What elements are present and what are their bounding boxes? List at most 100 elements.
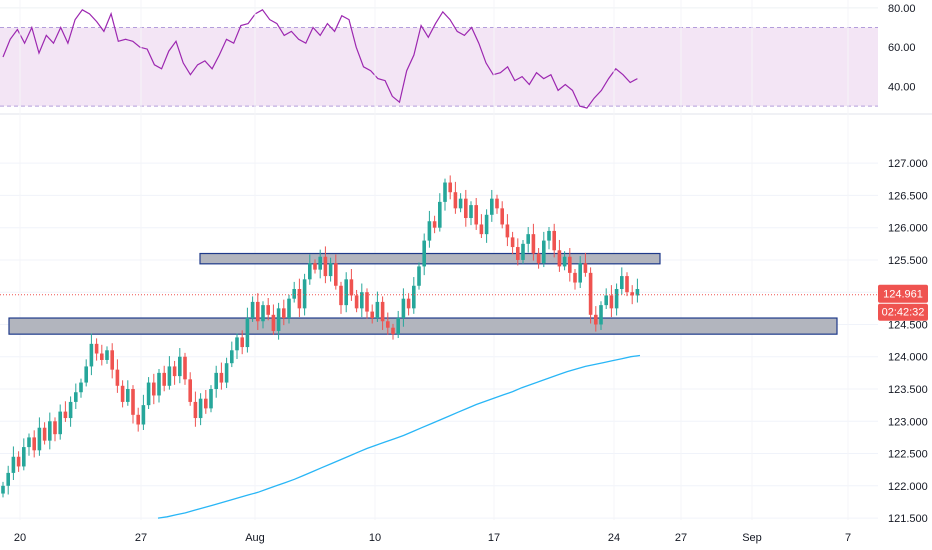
price-tick-label: 126.500 xyxy=(888,190,928,202)
candle-body xyxy=(42,427,47,441)
price-tick-label: 122.000 xyxy=(888,481,928,493)
candle-body xyxy=(11,456,16,473)
candle-body xyxy=(510,237,515,248)
candle-body xyxy=(308,263,312,280)
candle-body xyxy=(458,198,463,209)
candle-body xyxy=(27,437,31,448)
candle-body xyxy=(453,192,458,209)
candle-body xyxy=(391,327,395,335)
candle-body xyxy=(573,272,577,283)
countdown-badge xyxy=(878,303,928,321)
price-badges: 124.961 02:42:32 xyxy=(878,284,928,321)
oscillator-tick-label: 80.00 xyxy=(888,3,916,15)
candle-body xyxy=(53,421,57,435)
candle-body xyxy=(1,485,5,494)
oscillator-series-line xyxy=(2,9,638,109)
support-resistance-zones[interactable] xyxy=(8,252,838,335)
candle-body xyxy=(292,288,296,299)
candle-body xyxy=(500,208,504,225)
oscillator-tick-label: 40.00 xyxy=(888,81,916,93)
candle-body xyxy=(562,256,567,267)
candle-body xyxy=(620,276,624,289)
oscillator-band-fill xyxy=(0,27,878,107)
candle-body xyxy=(599,305,603,325)
candle-body xyxy=(48,421,52,441)
candle-body xyxy=(282,308,286,319)
candle-body xyxy=(94,343,99,354)
candle-body xyxy=(84,366,88,383)
candle-body xyxy=(360,292,364,309)
candlesticks xyxy=(1,175,640,498)
candle-body xyxy=(521,243,525,260)
candle-body xyxy=(516,247,520,260)
candle-body xyxy=(547,230,551,241)
candle-body xyxy=(630,292,634,296)
candle-body xyxy=(552,230,556,251)
time-tick-label: 27 xyxy=(675,532,687,544)
oscillator-tick-label: 60.00 xyxy=(888,42,916,54)
candle-body xyxy=(250,301,255,319)
candle-body xyxy=(100,353,104,360)
candle-body xyxy=(526,234,530,244)
candle-body xyxy=(235,337,239,351)
candle-body xyxy=(198,398,203,419)
time-tick-label: Sep xyxy=(742,532,762,544)
oscillator-line xyxy=(2,9,638,109)
candle-body xyxy=(578,263,582,283)
countdown-label: 02:42:32 xyxy=(882,307,925,319)
candle-body xyxy=(256,301,260,322)
resistance-zone[interactable] xyxy=(199,252,661,265)
candle-body xyxy=(386,321,390,328)
candle-body xyxy=(32,437,36,451)
candle-body xyxy=(334,263,338,286)
time-tick-label: 7 xyxy=(845,532,851,544)
price-tick-label: 125.500 xyxy=(888,255,928,267)
candle-body xyxy=(349,279,354,296)
price-tick-label: 123.000 xyxy=(888,416,928,428)
candle-body xyxy=(531,234,536,254)
price-tick-label: 124.500 xyxy=(888,319,928,331)
oscillator-panel[interactable]: 40.00 60.00 80.00 xyxy=(0,3,932,115)
candle-body xyxy=(396,318,400,335)
time-tick-label: 17 xyxy=(488,532,500,544)
oscillator-y-axis: 40.00 60.00 80.00 xyxy=(888,3,916,94)
candle-body xyxy=(245,318,250,348)
candle-body xyxy=(193,401,198,419)
candle-body xyxy=(6,472,10,486)
candle-body xyxy=(230,350,234,364)
candle-body xyxy=(63,411,68,419)
candle-body xyxy=(178,356,182,377)
candle-body xyxy=(443,182,447,202)
candle-body xyxy=(22,447,26,467)
candle-body xyxy=(266,305,270,315)
candle-body xyxy=(344,279,348,306)
candle-body xyxy=(183,356,187,380)
candle-body xyxy=(406,298,411,309)
price-tick-label: 127.000 xyxy=(888,158,928,170)
candle-body xyxy=(474,205,478,225)
candle-body xyxy=(464,198,468,219)
candle-body xyxy=(188,379,192,402)
candle-body xyxy=(604,295,608,306)
candle-body xyxy=(328,263,333,277)
candle-body xyxy=(401,298,406,319)
price-tick-label: 121.500 xyxy=(888,513,928,525)
price-tick-label: 124.000 xyxy=(888,352,928,364)
candle-body xyxy=(224,363,229,383)
candle-body xyxy=(380,301,385,322)
support-zone[interactable] xyxy=(8,317,838,335)
candle-body xyxy=(412,285,416,309)
candle-body xyxy=(583,263,588,273)
candle-body xyxy=(131,389,135,415)
candle-body xyxy=(625,276,629,293)
candle-body xyxy=(58,411,62,435)
candle-body xyxy=(209,389,213,409)
time-tick-label: 20 xyxy=(14,532,26,544)
candle-body xyxy=(339,285,343,306)
candle-body xyxy=(37,427,42,451)
candle-body xyxy=(448,182,452,193)
candle-body xyxy=(588,272,593,315)
candle-body xyxy=(417,266,421,286)
